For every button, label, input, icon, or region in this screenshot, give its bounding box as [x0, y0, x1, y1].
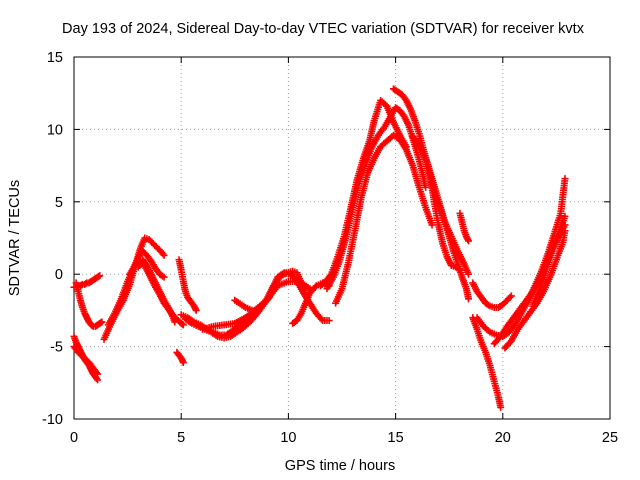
data-point	[160, 251, 168, 259]
data-point	[179, 321, 187, 329]
data-point	[497, 403, 505, 411]
series-arc-9	[175, 256, 200, 314]
y-tick-label: 10	[47, 122, 63, 138]
series-arc-25	[469, 314, 505, 411]
plot-frame	[73, 56, 611, 420]
data-point	[561, 175, 569, 183]
series-arc-18	[323, 104, 430, 293]
data-point	[454, 265, 462, 273]
y-tick-label: -5	[50, 340, 63, 356]
series-arc-29	[529, 212, 569, 310]
data-point	[428, 221, 436, 229]
data-point	[561, 212, 569, 220]
series-arc-10	[173, 348, 187, 367]
series-arc-24	[469, 279, 515, 312]
chart-title: Day 193 of 2024, Sidereal Day-to-day VTE…	[62, 21, 585, 37]
data-point	[325, 317, 333, 325]
data-point	[464, 237, 472, 245]
x-axis-label: GPS time / hours	[285, 458, 395, 474]
x-tick-label: 20	[495, 430, 511, 446]
data-point	[94, 370, 102, 378]
data-point	[506, 293, 514, 301]
series-arc-23	[456, 209, 472, 245]
axis-ticks: 0 5 10 15 20 25 -10 -5 0 5 10 15	[42, 50, 618, 446]
data-point	[179, 359, 187, 367]
y-tick-label: 15	[47, 50, 63, 66]
x-tick-label: 0	[70, 430, 78, 446]
series-arc-28	[501, 227, 569, 352]
data-point	[485, 301, 493, 309]
data-point	[507, 292, 515, 300]
series-arc-19	[332, 131, 436, 307]
series-arc-2	[72, 279, 106, 330]
data-point	[96, 272, 104, 280]
series-arc-8	[134, 259, 187, 329]
series-arc-22	[426, 169, 464, 274]
y-tick-label: 0	[55, 267, 63, 283]
data-point	[456, 266, 464, 274]
y-axis-label: SDTVAR / TECUs	[7, 180, 23, 296]
y-tick-label: 5	[55, 195, 63, 211]
x-tick-label: 25	[602, 430, 618, 446]
x-tick-label: 15	[388, 430, 404, 446]
y-tick-label: -10	[42, 412, 63, 428]
data-point	[159, 272, 167, 280]
data-point	[464, 295, 472, 303]
x-tick-label: 10	[280, 430, 296, 446]
x-tick-label: 5	[177, 430, 185, 446]
data-point	[93, 369, 101, 377]
data-point	[192, 306, 200, 314]
data-point	[317, 315, 325, 323]
data-point	[159, 250, 167, 258]
data-point	[160, 273, 168, 281]
data-point	[464, 270, 472, 278]
data-points	[70, 85, 569, 411]
grid-lines	[74, 57, 610, 419]
data-point	[98, 318, 106, 326]
series-arc-4	[70, 343, 102, 378]
data-point	[422, 183, 430, 191]
